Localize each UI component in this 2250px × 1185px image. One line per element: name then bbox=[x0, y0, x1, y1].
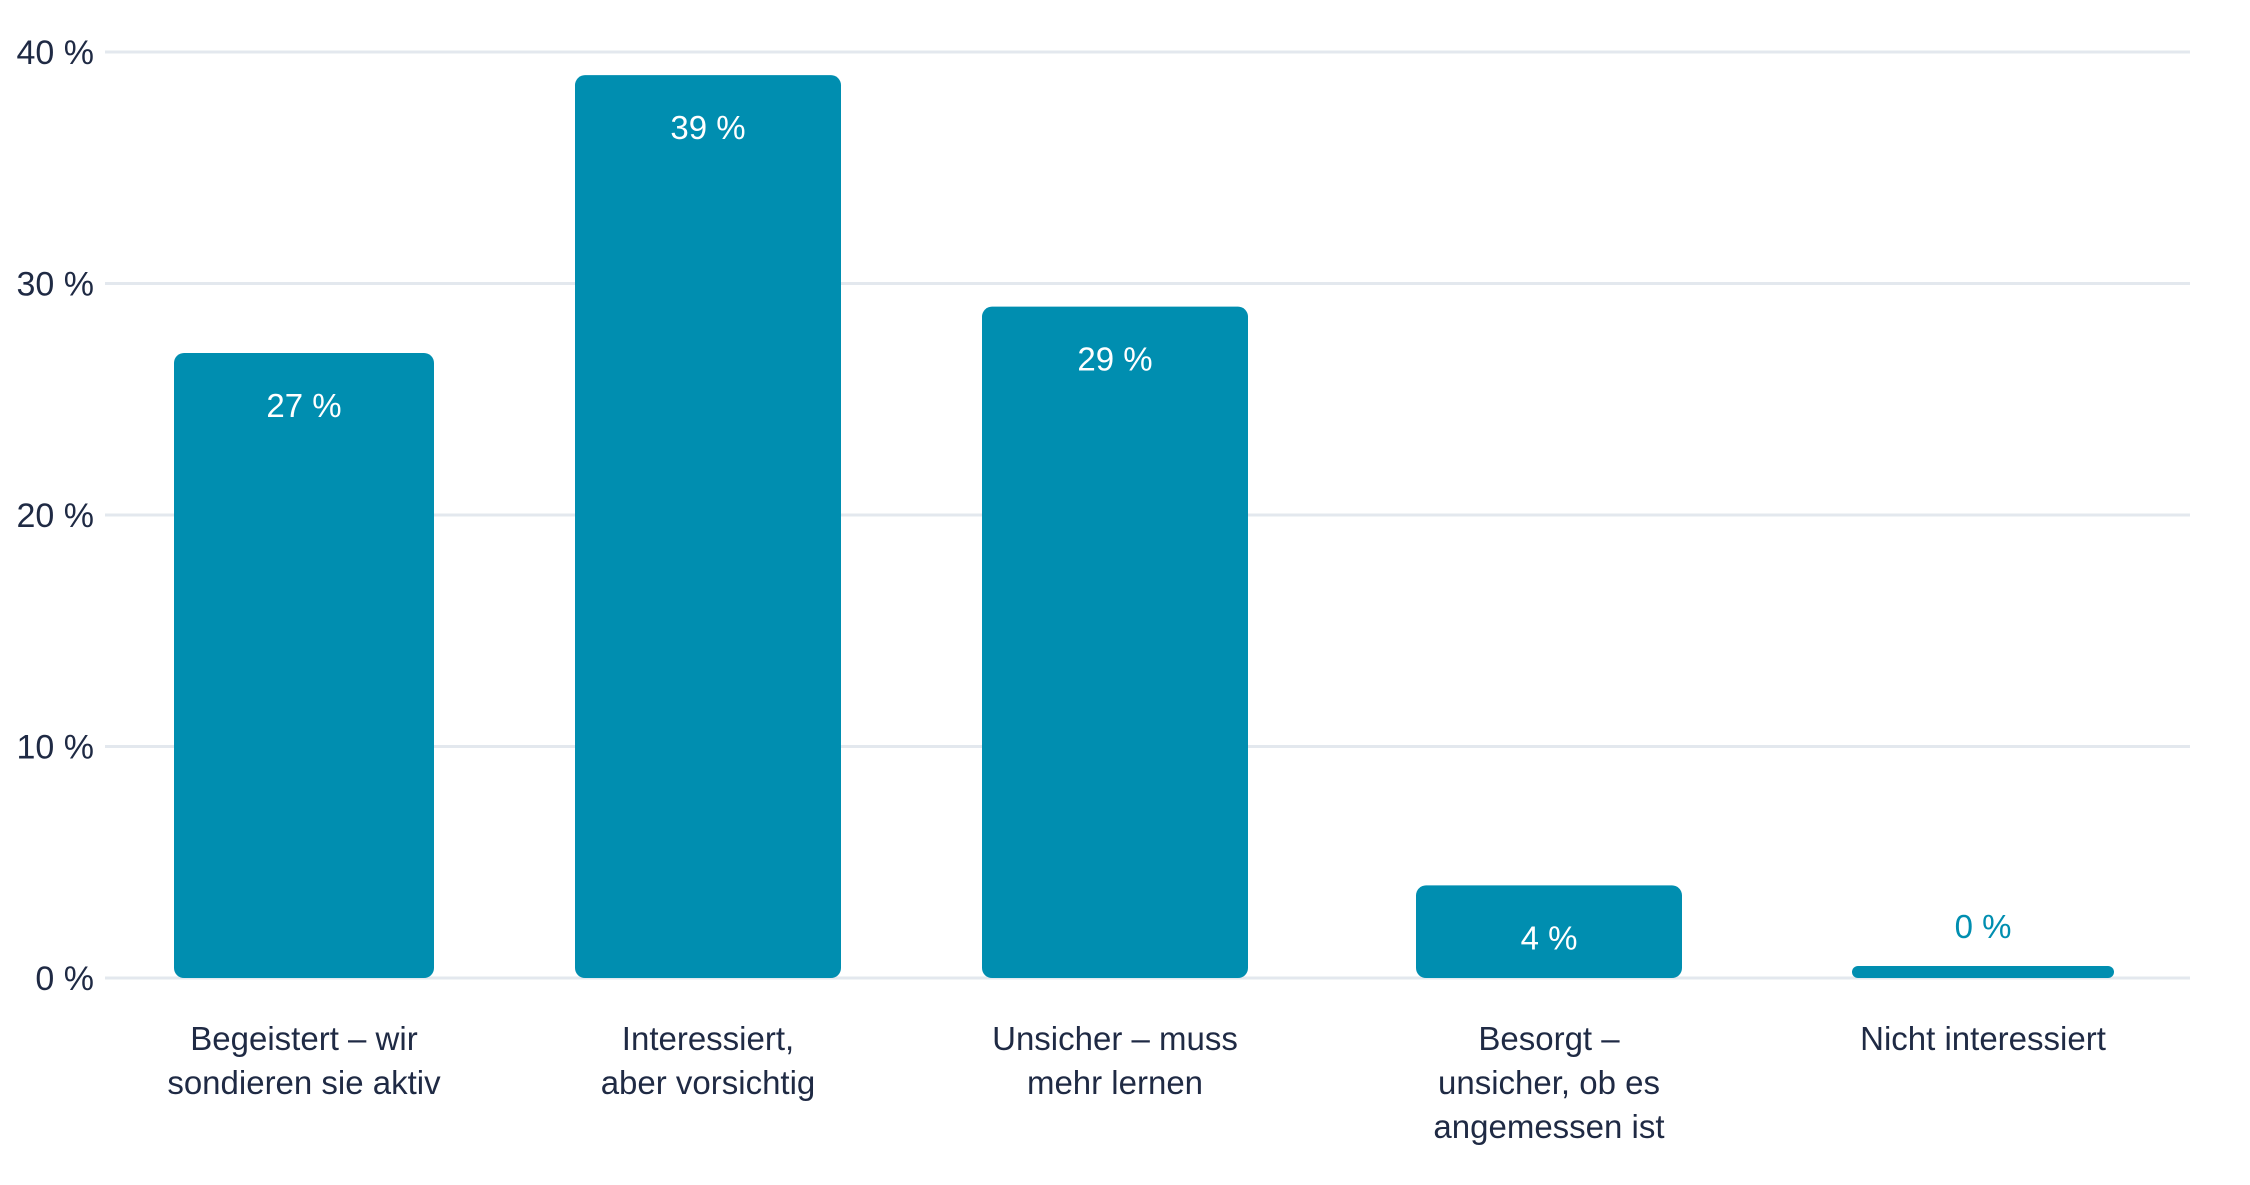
y-tick-label: 40 % bbox=[17, 34, 95, 72]
category-label-line: Besorgt – bbox=[1478, 1020, 1620, 1057]
category-label-line: sondieren sie aktiv bbox=[167, 1064, 441, 1101]
y-tick-label: 0 % bbox=[35, 960, 94, 998]
x-axis-categories: Begeistert – wir sondieren sie aktiv Inter… bbox=[167, 1020, 2106, 1145]
category-label: Interessiert, aber vorsichtig bbox=[601, 1020, 816, 1101]
data-labels: 27 % 39 % 29 % 4 % 0 % bbox=[266, 109, 2011, 956]
category-label-line: Nicht interessiert bbox=[1860, 1020, 2106, 1057]
bars bbox=[174, 75, 2114, 978]
category-label-line: Interessiert, bbox=[622, 1020, 794, 1057]
bar bbox=[982, 306, 1248, 978]
bar bbox=[174, 352, 434, 978]
bar bbox=[1416, 885, 1682, 978]
category-label-line: angemessen ist bbox=[1433, 1108, 1664, 1145]
data-label: 4 % bbox=[1521, 919, 1578, 956]
y-tick-label: 20 % bbox=[17, 497, 95, 535]
bar bbox=[1852, 966, 2114, 978]
y-tick-label: 30 % bbox=[17, 266, 95, 304]
category-label-line: Unsicher – muss bbox=[992, 1020, 1238, 1057]
y-tick-label: 10 % bbox=[17, 729, 95, 767]
data-label: 27 % bbox=[266, 387, 341, 424]
category-label-line: aber vorsichtig bbox=[601, 1064, 816, 1101]
category-label: Begeistert – wir sondieren sie aktiv bbox=[167, 1020, 441, 1101]
data-label: 39 % bbox=[670, 109, 745, 146]
category-label-line: Begeistert – wir bbox=[190, 1020, 417, 1057]
category-label-line: mehr lernen bbox=[1027, 1064, 1203, 1101]
data-label: 29 % bbox=[1077, 341, 1152, 378]
category-label: Unsicher – muss mehr lernen bbox=[992, 1020, 1238, 1101]
category-label: Nicht interessiert bbox=[1860, 1020, 2106, 1057]
category-label-line: unsicher, ob es bbox=[1438, 1064, 1660, 1101]
category-label: Besorgt – unsicher, ob es angemessen ist bbox=[1433, 1020, 1664, 1145]
y-axis-ticks: 0 % 10 % 20 % 30 % 40 % bbox=[17, 34, 95, 998]
bar bbox=[575, 75, 841, 978]
data-label: 0 % bbox=[1955, 908, 2012, 945]
